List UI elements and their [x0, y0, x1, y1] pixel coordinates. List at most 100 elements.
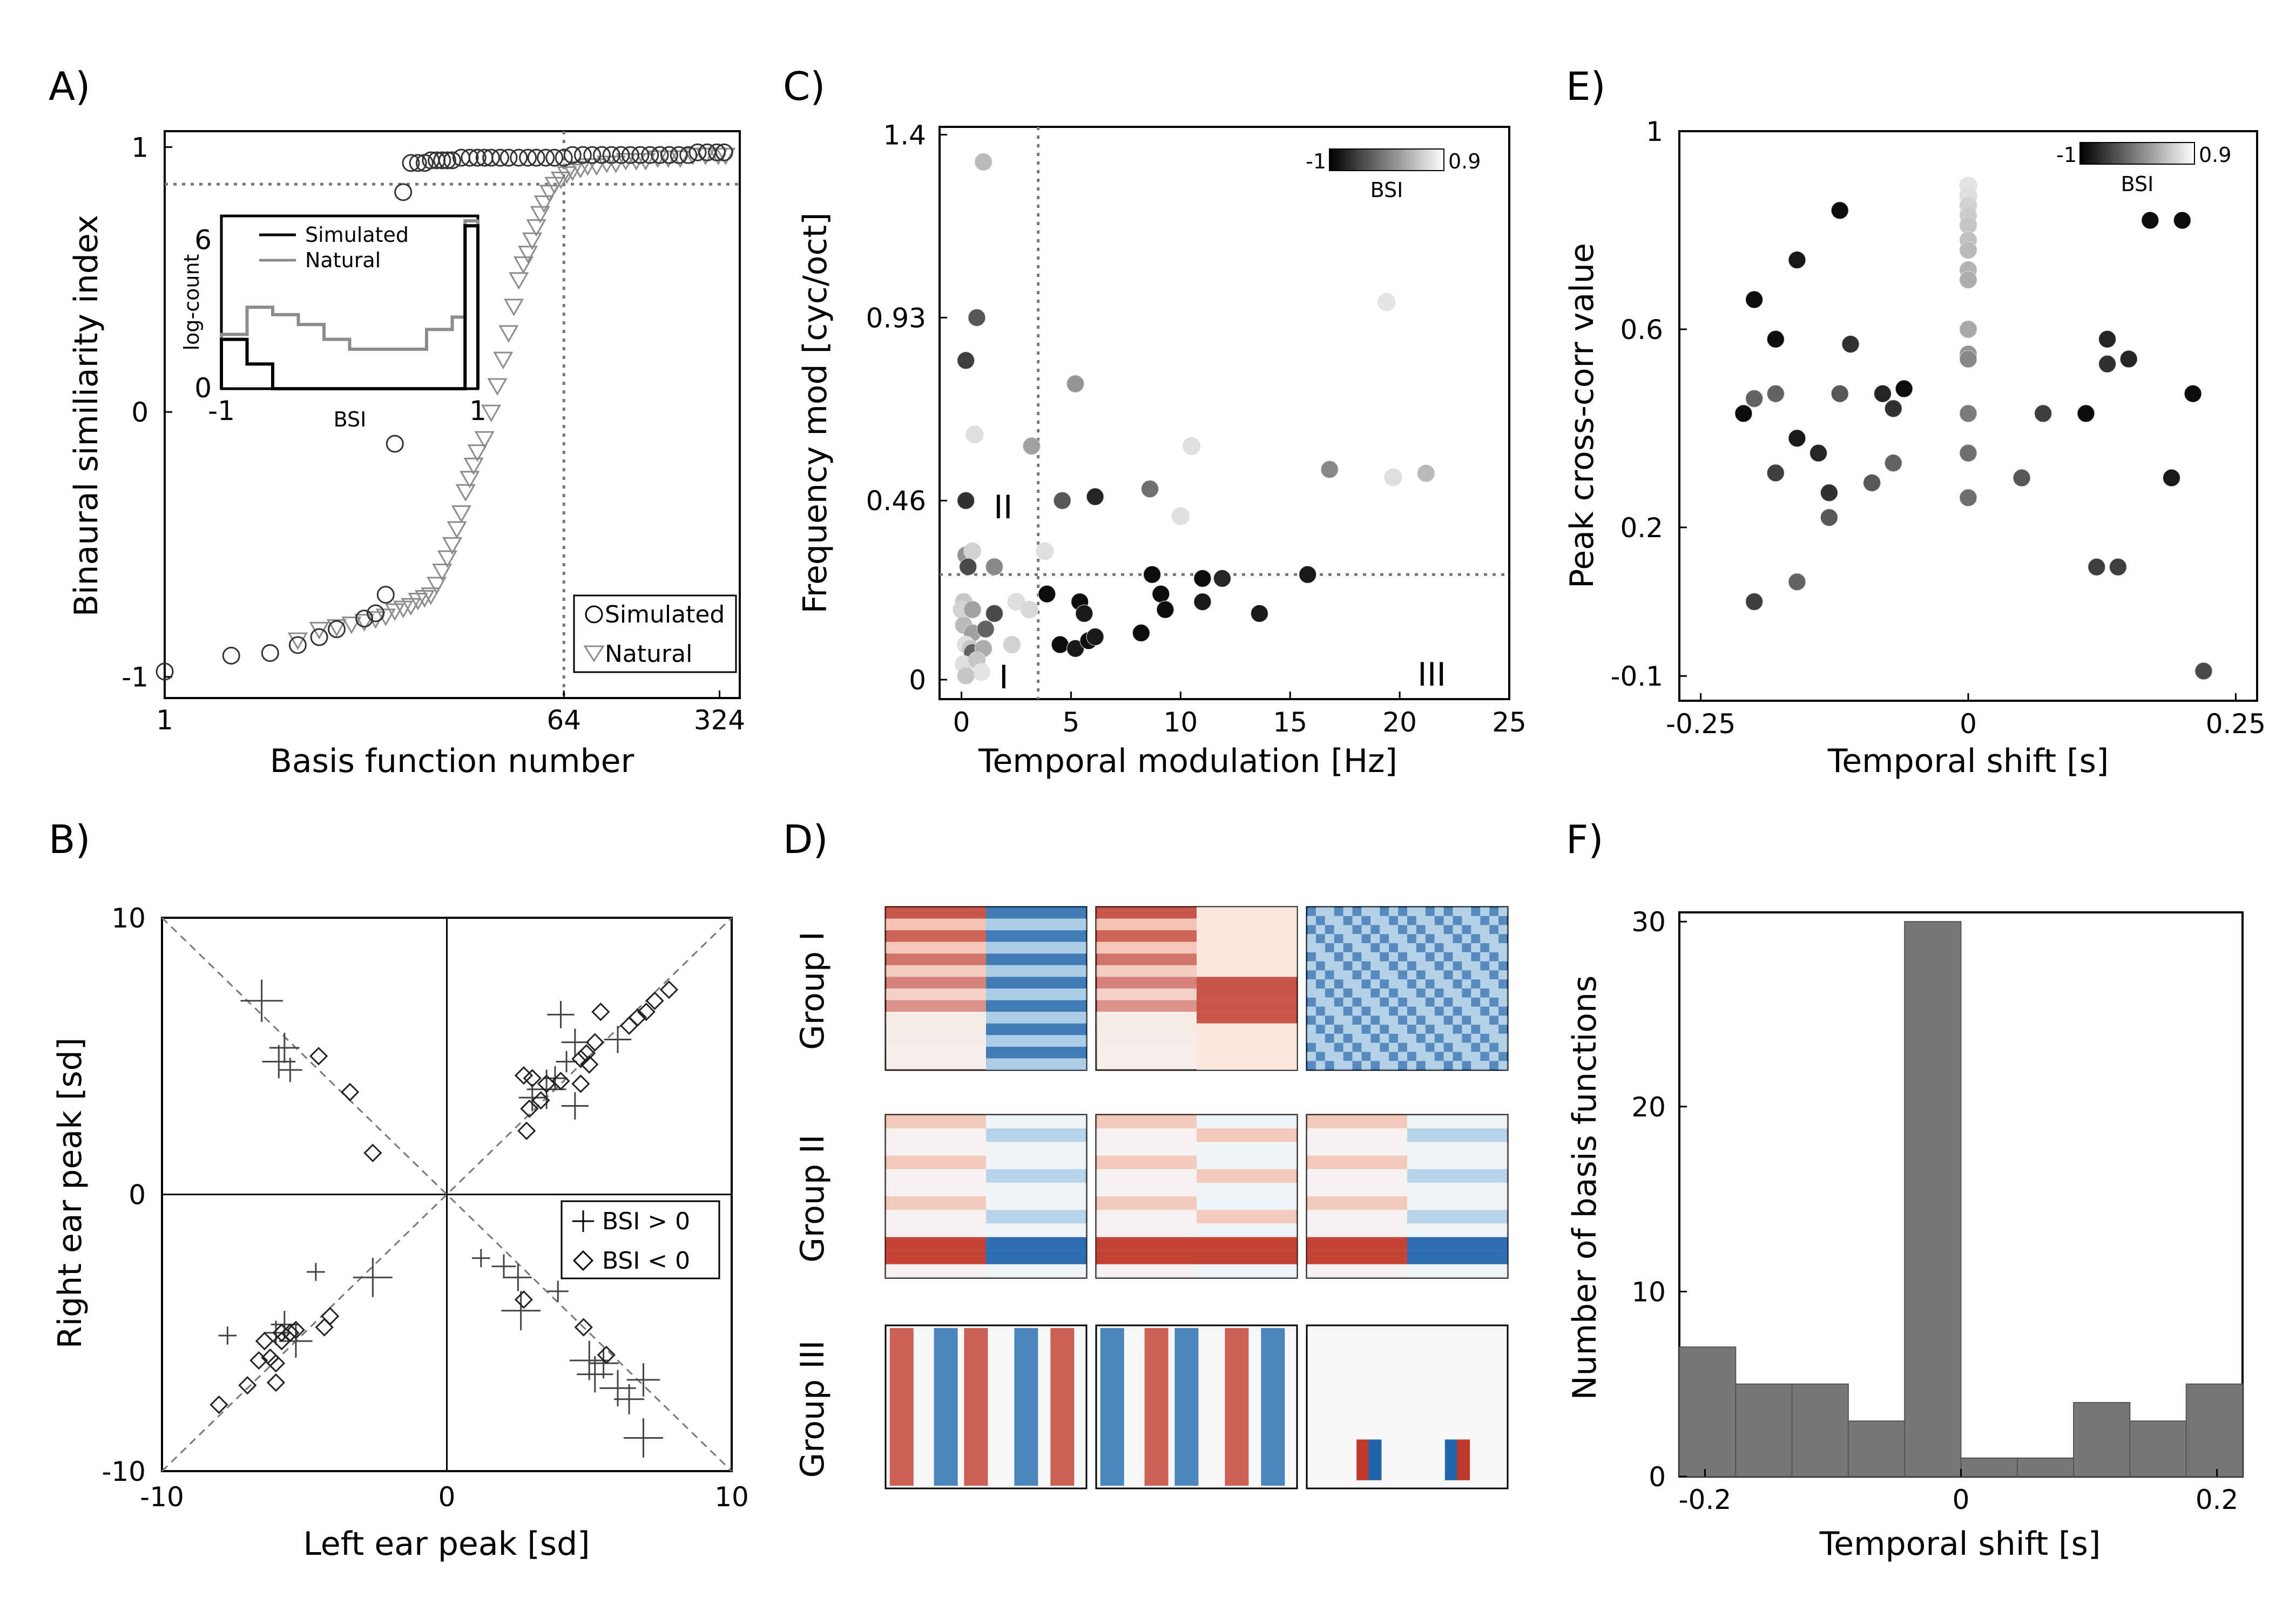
heatmap-band-right [1197, 1058, 1297, 1070]
heatmap-noise-patch [1361, 943, 1371, 952]
heatmap-noise-patch [1389, 997, 1399, 1007]
natural-point [616, 153, 636, 171]
heatmap-noise-patch [1325, 1025, 1334, 1034]
heatmap-noise-patch [1425, 1052, 1435, 1061]
bsi-negative-point [514, 1066, 534, 1085]
heatmap-noise-patch [1389, 907, 1399, 916]
heatmap-noise-patch [1471, 1015, 1481, 1025]
data-point [1075, 604, 1093, 622]
natural-point [481, 404, 502, 423]
natural-point [522, 232, 543, 250]
heatmap-noise-patch [1334, 988, 1343, 998]
simulated-point [355, 610, 374, 628]
natural-point [427, 577, 447, 595]
heatmap-band-left [1307, 1115, 1407, 1129]
heatmap-noise-patch [1325, 1052, 1334, 1061]
heatmap-noise-patch [1453, 997, 1462, 1007]
heatmap-band-right [986, 988, 1086, 1000]
heatmap-band-left [1096, 953, 1197, 965]
heatmap-noise-patch [1307, 952, 1316, 961]
heatmap-noise-patch [1380, 943, 1389, 952]
data-point [1193, 593, 1212, 611]
simulated-point [527, 148, 545, 167]
legend-bsi-neg-marker [572, 1250, 594, 1271]
heatmap-stripe [889, 1328, 914, 1486]
heatmap-noise-patch [1307, 1033, 1316, 1043]
heatmap-noise-patch [1315, 934, 1325, 944]
natural-point [309, 621, 329, 640]
chart-f: -0.2 0 0.2 0 10 20 30 Temporal shift [s] Numbe… [1566, 906, 2244, 1563]
heatmap-band-left [886, 930, 986, 942]
bsi-negative-point [628, 1008, 647, 1027]
heatmap-band-right [986, 1210, 1086, 1224]
heatmap-band-right [986, 930, 1086, 942]
heatmap-noise-patch [1352, 1052, 1362, 1061]
heatmap-noise-patch [1489, 1061, 1499, 1070]
heatmap-noise-patch [1343, 1061, 1353, 1070]
heatmap-noise-patch [1443, 916, 1453, 925]
data-point [1766, 464, 1785, 482]
heatmap-noise-patch [1453, 1006, 1462, 1016]
heatmap-noise-patch [1498, 961, 1508, 971]
heatmap-noise-patch [1471, 952, 1481, 961]
heatmap-noise-patch [1380, 1061, 1389, 1070]
heatmap-noise-patch [1425, 1025, 1435, 1034]
heatmap-noise-patch [1416, 943, 1426, 952]
heatmap-noise-patch [1325, 988, 1334, 998]
colorbar-e-gradient [2079, 142, 2195, 165]
heatmap-noise-patch [1434, 1061, 1444, 1070]
bsi-negative-point [645, 991, 664, 1010]
heatmap-band-right [1197, 1035, 1297, 1047]
heatmap-noise-patch [1462, 925, 1471, 935]
region-label-ii: II [994, 489, 1012, 526]
simulated-point [433, 151, 451, 170]
heatmap-cell [1306, 1114, 1509, 1279]
heatmap-band-right [1197, 942, 1297, 954]
heatmap-band-left [1307, 1210, 1407, 1224]
natural-point [586, 158, 607, 176]
data-point [1417, 464, 1435, 483]
heatmap-noise-patch [1370, 916, 1380, 925]
natural-point [487, 378, 508, 396]
x-tick-label: 5 [1063, 707, 1080, 738]
heatmap-band-right [1197, 1142, 1297, 1156]
y-tick-label: 0 [1649, 1461, 1666, 1493]
heatmap-stripe [934, 1328, 958, 1486]
heatmap-noise-patch [1398, 1006, 1407, 1016]
heatmap-noise-patch [1370, 988, 1380, 998]
heatmap-noise-patch [1443, 988, 1453, 998]
heatmap-noise-patch [1398, 916, 1407, 925]
bsi-negative-point [309, 1047, 328, 1066]
heatmap-noise-patch [1370, 952, 1380, 961]
inset-x-label: BSI [334, 408, 367, 431]
heatmap-band-left [886, 1115, 986, 1129]
heatmap-band-right [1197, 988, 1297, 1000]
data-point [1788, 251, 1806, 269]
heatmap-noise-patch [1315, 1025, 1325, 1034]
chart-e: -0.25 0 0.25 -0.1 0.2 0.6 1 Temporal shift [s]… [1563, 116, 2266, 780]
bsi-negative-point [551, 1072, 570, 1091]
bsi-negative-point [514, 1290, 534, 1309]
data-point [1143, 565, 1161, 584]
heatmap-noise-patch [1480, 1061, 1490, 1070]
heatmap-band-right [986, 1058, 1086, 1070]
inset-frame [220, 214, 480, 390]
heatmap-cell [1095, 906, 1298, 1071]
x-tick-label: 10 [714, 1481, 749, 1513]
data-point [1841, 335, 1860, 353]
heatmap-noise-patch [1480, 925, 1490, 935]
heatmap-band-right [986, 1223, 1086, 1237]
data-point [965, 425, 984, 444]
heatmap-noise-patch [1471, 907, 1481, 916]
heatmap-band-left [1096, 1058, 1197, 1070]
heatmap-noise-patch [1389, 1015, 1399, 1025]
heatmap-band-right [986, 918, 1086, 931]
inset-y-tick-label: 6 [194, 225, 212, 256]
data-point [1809, 444, 1828, 462]
heatmap-noise-patch [1370, 1025, 1380, 1034]
heatmap-noise-patch [1489, 988, 1499, 998]
natural-point [539, 185, 559, 202]
heatmap-band-left [886, 965, 986, 977]
heatmap-noise-patch [1315, 1061, 1325, 1070]
heatmap-noise-patch [1407, 916, 1416, 925]
